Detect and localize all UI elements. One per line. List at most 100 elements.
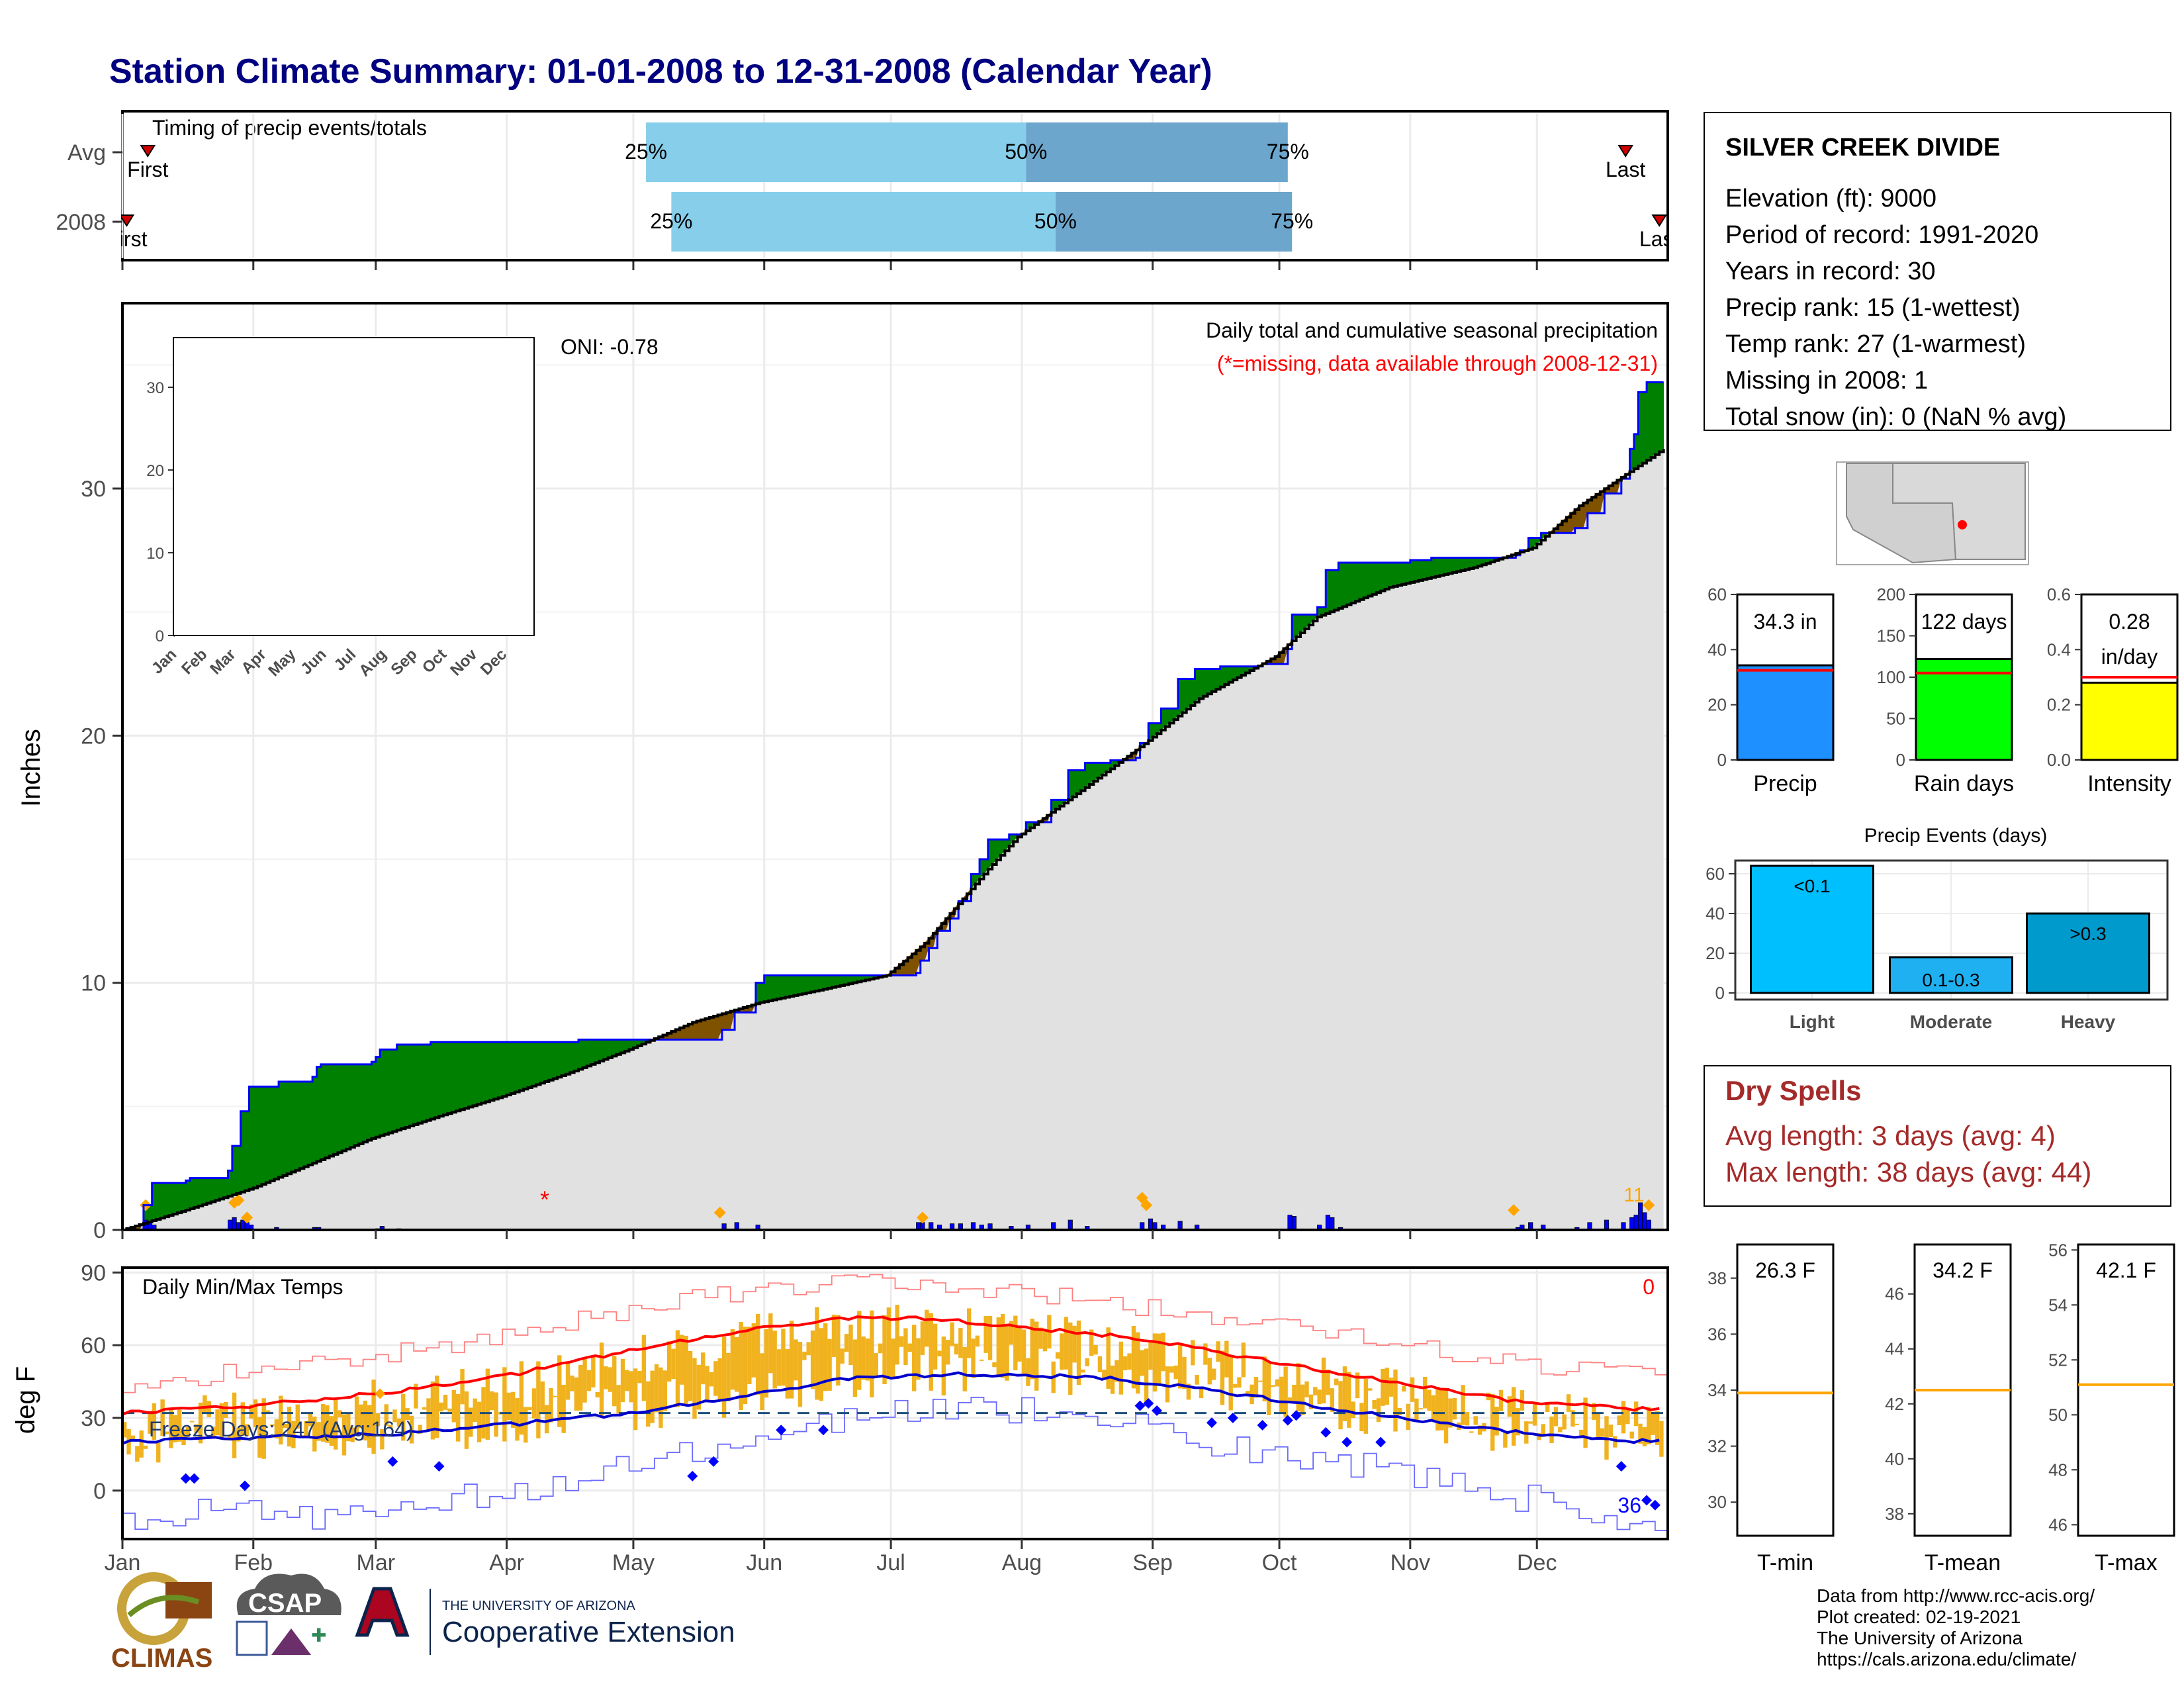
daily-temp-bar: [477, 1401, 482, 1442]
daily-temp-bar: [190, 1421, 195, 1423]
daily-precip-bar: [1646, 1219, 1651, 1231]
daily-temp-bar: [865, 1338, 870, 1381]
events-ytick-label: 60: [1706, 864, 1725, 884]
daily-temp-bar: [709, 1372, 714, 1387]
daily-temp-bar: [490, 1391, 494, 1411]
daily-temp-bar: [1406, 1403, 1410, 1430]
daily-temp-bar: [582, 1358, 587, 1403]
average-min-line: [122, 1371, 1660, 1445]
daily-temp-bar: [435, 1376, 439, 1438]
daily-temp-bar: [1431, 1395, 1436, 1423]
precip-anomaly-segment: [1355, 562, 1360, 602]
daily-temp-bar: [1397, 1407, 1402, 1415]
precip-anomaly-segment: [1418, 559, 1424, 581]
daily-temp-bar: [494, 1392, 498, 1437]
precip-anomaly-segment: [418, 1044, 423, 1124]
daily-temp-bar: [1026, 1358, 1030, 1386]
precip-anomaly-segment: [1646, 382, 1651, 461]
stat-bar-ytick-label: 50: [1886, 709, 1905, 729]
precip-anomaly-segment: [814, 975, 820, 992]
timing-row-label: 2008: [56, 210, 106, 235]
record-cold-marker: [189, 1473, 200, 1484]
station-name: SILVER CREEK DIVIDE: [1725, 134, 2000, 162]
precip-ytick-label: 10: [81, 971, 106, 996]
precip-anomaly-segment: [283, 1081, 288, 1176]
precip-anomaly-segment: [789, 975, 794, 997]
daily-temp-bar: [1465, 1412, 1470, 1426]
temp-stat-ytick-label: 48: [2048, 1460, 2068, 1479]
daily-temp-bar: [1321, 1357, 1326, 1404]
daily-temp-bar: [1545, 1402, 1550, 1413]
daily-temp-bar: [1326, 1369, 1330, 1395]
record-cold-marker: [1143, 1398, 1154, 1409]
daily-temp-bar: [827, 1338, 832, 1391]
temp-stat-value-label: 42.1 F: [2096, 1258, 2156, 1282]
stat-bar-ytick-label: 40: [1707, 639, 1727, 659]
daily-temp-bar: [270, 1424, 275, 1427]
daily-temp-bar: [852, 1339, 858, 1397]
record-cold-marker: [708, 1456, 719, 1467]
daily-temp-bar: [797, 1342, 803, 1407]
daily-temp-bar: [882, 1315, 887, 1385]
timing-p25-label: 25%: [625, 140, 667, 164]
daily-temp-bar: [1388, 1378, 1394, 1397]
month-label: Jan: [105, 1550, 141, 1575]
daily-temp-bar: [1279, 1376, 1284, 1413]
events-bar: [2026, 912, 2150, 994]
daily-temp-bar: [354, 1396, 359, 1434]
daily-temp-bar: [891, 1338, 895, 1379]
daily-temp-bar: [688, 1350, 693, 1401]
temp-stat-ytick-label: 36: [1707, 1324, 1727, 1344]
stat-bar-ytick-label: 0.0: [2047, 750, 2071, 770]
daily-temp-bar: [1081, 1369, 1085, 1373]
daily-temp-bar: [802, 1351, 807, 1360]
daily-temp-bar: [659, 1367, 663, 1428]
daily-temp-bar: [1625, 1410, 1630, 1425]
precip-anomaly-segment: [574, 1041, 579, 1072]
oni-value: ONI: -0.78: [561, 335, 659, 359]
timing-bar-q3: [1055, 192, 1293, 252]
daily-temp-bar: [570, 1376, 574, 1391]
precip-anomaly-segment: [1439, 557, 1445, 576]
precip-anomaly-segment: [1385, 562, 1390, 590]
precip-anomaly-segment: [1363, 562, 1369, 598]
daily-temp-bar: [692, 1358, 697, 1419]
precip-anomaly-segment: [776, 975, 782, 1000]
precip-anomaly-segment: [494, 1041, 499, 1100]
daily-temp-bar: [971, 1338, 976, 1378]
precip-anomaly-segment: [189, 1178, 195, 1209]
station-location-marker: [1958, 520, 1967, 530]
daily-temp-bar: [177, 1409, 182, 1442]
precip-header: Daily total and cumulative seasonal prec…: [1206, 318, 1658, 342]
precip-anomaly-segment: [1414, 559, 1419, 582]
precip-anomaly-segment: [181, 1182, 187, 1212]
daily-temp-bar: [232, 1392, 237, 1458]
precip-anomaly-segment: [1435, 557, 1440, 577]
temp-stat-ytick-label: 30: [1707, 1492, 1727, 1512]
daily-temp-bar: [929, 1313, 933, 1391]
daily-temp-bar: [739, 1322, 743, 1410]
daily-temp-bar: [1385, 1368, 1389, 1405]
daily-temp-bar: [662, 1370, 667, 1411]
precip-anomaly-segment: [468, 1041, 473, 1107]
daily-temp-bar: [810, 1330, 815, 1389]
heavy-precip-marker: [241, 1211, 253, 1224]
record-min-line: [122, 1397, 1668, 1531]
daily-temp-bar: [641, 1335, 647, 1401]
daily-temp-bar: [1258, 1380, 1263, 1382]
footer-line-4: https://cals.arizona.edu/climate/: [1817, 1649, 2076, 1669]
daily-temp-bar: [574, 1377, 579, 1411]
missing-note: (*=missing, data available through 2008-…: [1217, 352, 1658, 375]
daily-temp-bar: [414, 1383, 418, 1409]
daily-temp-bar: [823, 1323, 828, 1391]
daily-temp-bar: [527, 1407, 532, 1411]
heavy-precip-marker: [232, 1194, 245, 1207]
daily-temp-bar: [510, 1391, 516, 1429]
timing-bar-q3: [1026, 122, 1288, 182]
first-event-label: First: [127, 158, 168, 181]
precip-anomaly-segment: [510, 1041, 516, 1094]
daily-temp-bar: [1148, 1342, 1153, 1370]
daily-temp-bar: [135, 1446, 140, 1462]
daily-temp-bar: [920, 1321, 925, 1355]
daily-temp-bar: [287, 1407, 292, 1447]
